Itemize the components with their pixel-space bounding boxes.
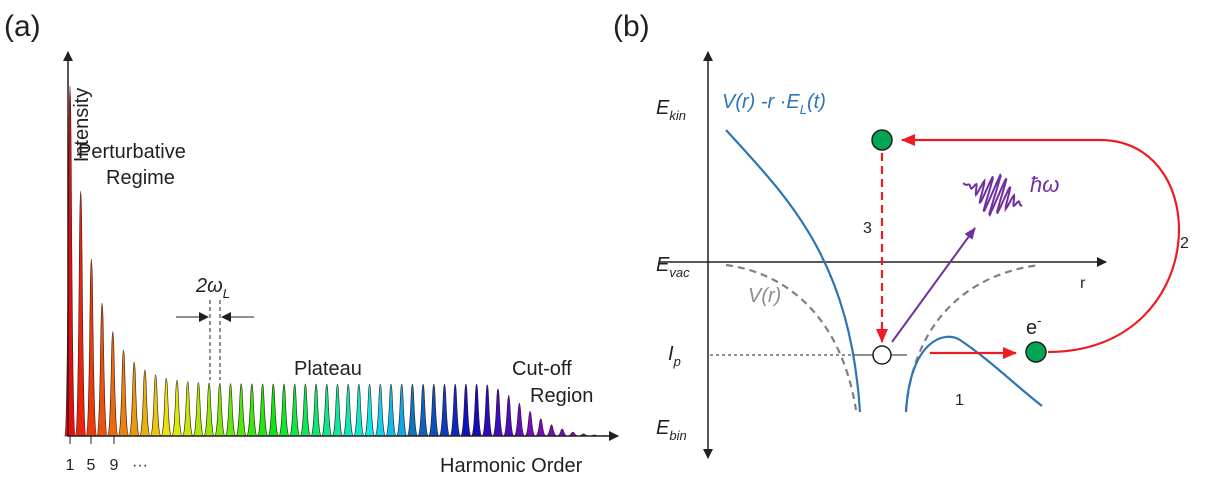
harmonic-peak <box>246 383 258 437</box>
cutoff-label: Cut-off <box>512 358 572 380</box>
harmonic-peak <box>363 383 376 437</box>
dressed-potential-curve <box>725 129 862 413</box>
harmonic-peak <box>117 349 130 437</box>
harmonic-peak <box>75 190 87 437</box>
harmonic-peak <box>406 383 419 437</box>
regime-label: Regime <box>106 167 175 189</box>
harmonic-peak <box>310 383 322 437</box>
harmonic-peak <box>556 428 568 437</box>
r-label: r <box>1080 275 1086 292</box>
harmonic-peak <box>192 382 205 437</box>
harmonic-peak <box>342 383 354 437</box>
order-tick: 5 <box>87 457 96 474</box>
harmonic-peak <box>470 383 483 437</box>
x-axis-label: Harmonic Order <box>440 455 583 477</box>
harmonic-peak <box>449 383 461 437</box>
harmonic-peak <box>107 331 119 437</box>
energy-label: Ekin <box>656 97 686 123</box>
harmonic-peak <box>331 383 344 437</box>
harmonic-peak <box>278 383 290 437</box>
harmonic-peak <box>289 383 301 437</box>
dressed-potential-curve <box>904 335 1043 413</box>
harmonic-peak <box>513 402 526 437</box>
harmonic-peak <box>299 383 312 437</box>
cutoff-label: Region <box>530 385 593 407</box>
harmonic-peak <box>524 411 536 437</box>
trajectory-arrow <box>901 134 1181 354</box>
panel-label: (b) <box>613 10 650 43</box>
harmonic-peak <box>224 383 237 437</box>
harmonic-peak <box>503 394 515 437</box>
harmonic-peak <box>267 383 279 437</box>
harmonic-peak <box>182 381 194 437</box>
harmonic-peak <box>256 383 269 437</box>
step-label: 2 <box>1180 235 1189 252</box>
electron-label: e- <box>1026 313 1041 339</box>
regime-label: Perturbative <box>78 141 186 163</box>
harmonic-peak <box>417 383 429 437</box>
step-label: 1 <box>955 392 964 409</box>
harmonic-peak <box>385 383 397 437</box>
harmonic-peak <box>460 383 472 437</box>
hole <box>872 345 892 365</box>
energy-label: Evac <box>656 254 690 280</box>
harmonic-peak <box>546 424 557 437</box>
harmonic-peak <box>160 377 172 437</box>
harmonic-peak <box>235 383 247 437</box>
harmonic-peak <box>374 383 386 437</box>
harmonic-peak <box>535 418 547 437</box>
potential-label: V(r) <box>748 285 781 307</box>
spacing-label: 2ωL <box>195 275 230 301</box>
harmonic-peak <box>321 383 333 437</box>
dressed-potential-label: V(r) -r ·EL(t) <box>722 91 826 117</box>
harmonic-peak <box>128 361 140 437</box>
harmonic-peak <box>438 383 451 437</box>
harmonic-peak <box>149 374 162 437</box>
y-axis-label: Intensity <box>71 88 93 162</box>
harmonic-peak <box>428 383 440 437</box>
electron <box>1025 341 1047 363</box>
harmonic-peaks <box>64 85 611 437</box>
potential-curve <box>904 263 1041 411</box>
harmonic-peak <box>96 302 108 437</box>
potential-curve <box>725 263 858 411</box>
plateau-label: Plateau <box>294 358 362 380</box>
harmonic-peak <box>214 383 226 437</box>
harmonic-peak <box>203 382 215 437</box>
order-tick: ··· <box>132 457 148 474</box>
emission-arrow <box>891 227 976 343</box>
photon-label: ħω <box>1030 172 1059 197</box>
energy-label: Ip <box>668 343 681 369</box>
order-tick: 9 <box>110 457 119 474</box>
electron <box>871 129 893 151</box>
order-tick: 1 <box>66 457 75 474</box>
photon-packet <box>962 172 1023 218</box>
harmonic-peak <box>481 384 493 437</box>
panel-label: (a) <box>4 10 41 43</box>
energy-label: Ebin <box>656 417 687 443</box>
harmonic-peak <box>353 383 365 437</box>
harmonic-peak <box>139 369 151 437</box>
harmonic-peak <box>492 388 504 437</box>
harmonic-peak <box>85 258 98 437</box>
step-label: 3 <box>863 220 872 237</box>
harmonic-peak <box>396 383 408 437</box>
harmonic-peak <box>171 379 183 437</box>
